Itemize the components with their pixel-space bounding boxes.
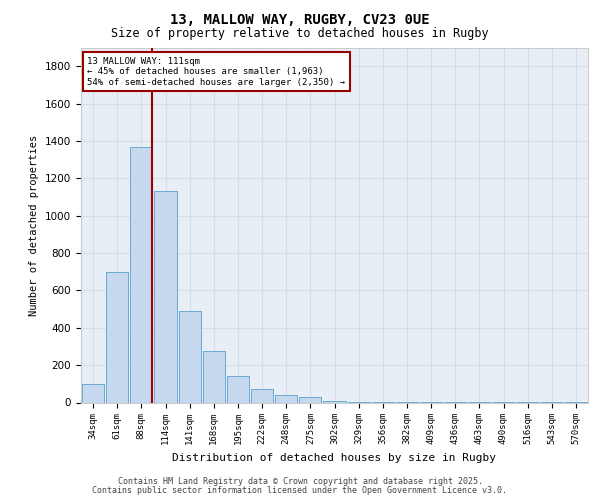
Bar [106, 272, 128, 402]
Bar [179, 311, 201, 402]
Text: Contains public sector information licensed under the Open Government Licence v3: Contains public sector information licen… [92, 486, 508, 495]
Bar [203, 351, 225, 403]
Text: 13 MALLOW WAY: 111sqm
← 45% of detached houses are smaller (1,963)
54% of semi-d: 13 MALLOW WAY: 111sqm ← 45% of detached … [87, 57, 345, 86]
Text: Contains HM Land Registry data © Crown copyright and database right 2025.: Contains HM Land Registry data © Crown c… [118, 477, 482, 486]
Bar [130, 146, 152, 402]
X-axis label: Distribution of detached houses by size in Rugby: Distribution of detached houses by size … [173, 453, 497, 463]
Bar [82, 384, 104, 402]
Bar [227, 376, 249, 402]
Bar [323, 400, 346, 402]
Bar [299, 397, 322, 402]
Text: 13, MALLOW WAY, RUGBY, CV23 0UE: 13, MALLOW WAY, RUGBY, CV23 0UE [170, 12, 430, 26]
Bar [275, 395, 298, 402]
Y-axis label: Number of detached properties: Number of detached properties [29, 134, 40, 316]
Bar [154, 192, 176, 402]
Bar [251, 390, 273, 402]
Text: Size of property relative to detached houses in Rugby: Size of property relative to detached ho… [111, 28, 489, 40]
